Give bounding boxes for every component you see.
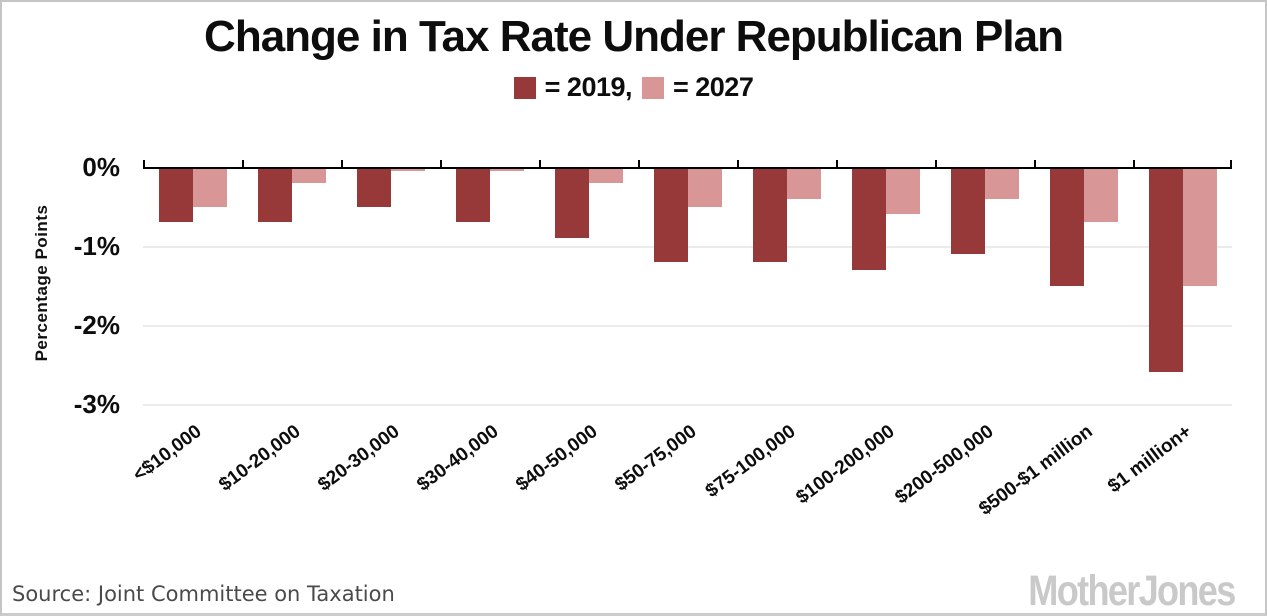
legend-label-2019: = 2019, (544, 72, 633, 102)
bar-2027-2 (291, 167, 326, 183)
bar-2027-11 (1182, 167, 1217, 286)
y-tick-label--3: -3% (73, 389, 120, 419)
legend-label-2027: = 2027 (673, 72, 754, 102)
bar-2027-5 (588, 167, 623, 183)
gridline--3 (143, 404, 1232, 406)
bar-2019-11 (1148, 167, 1183, 373)
bar-2019-10 (1049, 167, 1084, 286)
bar-2019-5 (554, 167, 589, 239)
bar-2027-8 (885, 167, 920, 215)
legend-item-2019: = 2019, (513, 72, 633, 103)
legend-swatch-2019-icon (513, 76, 536, 99)
axis-tick-mark (1133, 160, 1135, 167)
bar-2027-6 (687, 167, 722, 207)
axis-tick-mark (341, 160, 343, 167)
bar-2019-3 (356, 167, 391, 207)
bar-2027-9 (984, 167, 1019, 199)
bar-2027-10 (1083, 167, 1118, 223)
axis-tick-mark (638, 160, 640, 167)
y-tick-label--2: -2% (73, 310, 120, 340)
bar-2027-1 (192, 167, 227, 207)
bar-2019-6 (653, 167, 688, 262)
source-note: Source: Joint Committee on Taxation (12, 582, 395, 606)
mother-jones-logo: MotherJones (1028, 567, 1237, 615)
bar-2027-7 (786, 167, 821, 199)
chart-title: Change in Tax Rate Under Republican Plan (204, 12, 1064, 61)
bar-2019-2 (257, 167, 292, 223)
axis-tick-mark (836, 160, 838, 167)
gridline--2 (143, 325, 1232, 327)
legend-item-2027: = 2027 (642, 72, 754, 103)
axis-tick-mark (440, 160, 442, 167)
axis-tick-mark (143, 160, 145, 167)
axis-tick-mark (1230, 160, 1232, 167)
axis-tick-mark (935, 160, 937, 167)
gridline--1 (143, 246, 1232, 248)
axis-tick-mark (737, 160, 739, 167)
y-tick-label--1: -1% (73, 231, 120, 261)
y-tick-label-0: 0% (82, 152, 120, 182)
bar-2019-9 (950, 167, 985, 254)
axis-tick-mark (1034, 160, 1036, 167)
chart-legend: = 2019, = 2027 (2, 72, 1265, 103)
bar-2019-7 (752, 167, 787, 262)
bar-2019-8 (851, 167, 886, 270)
axis-tick-mark (242, 160, 244, 167)
plot-area (143, 160, 1232, 409)
zero-axis-line (143, 167, 1232, 169)
axis-tick-mark (539, 160, 541, 167)
bar-2019-4 (455, 167, 490, 223)
bar-2019-1 (158, 167, 193, 223)
legend-swatch-2027-icon (642, 76, 664, 99)
